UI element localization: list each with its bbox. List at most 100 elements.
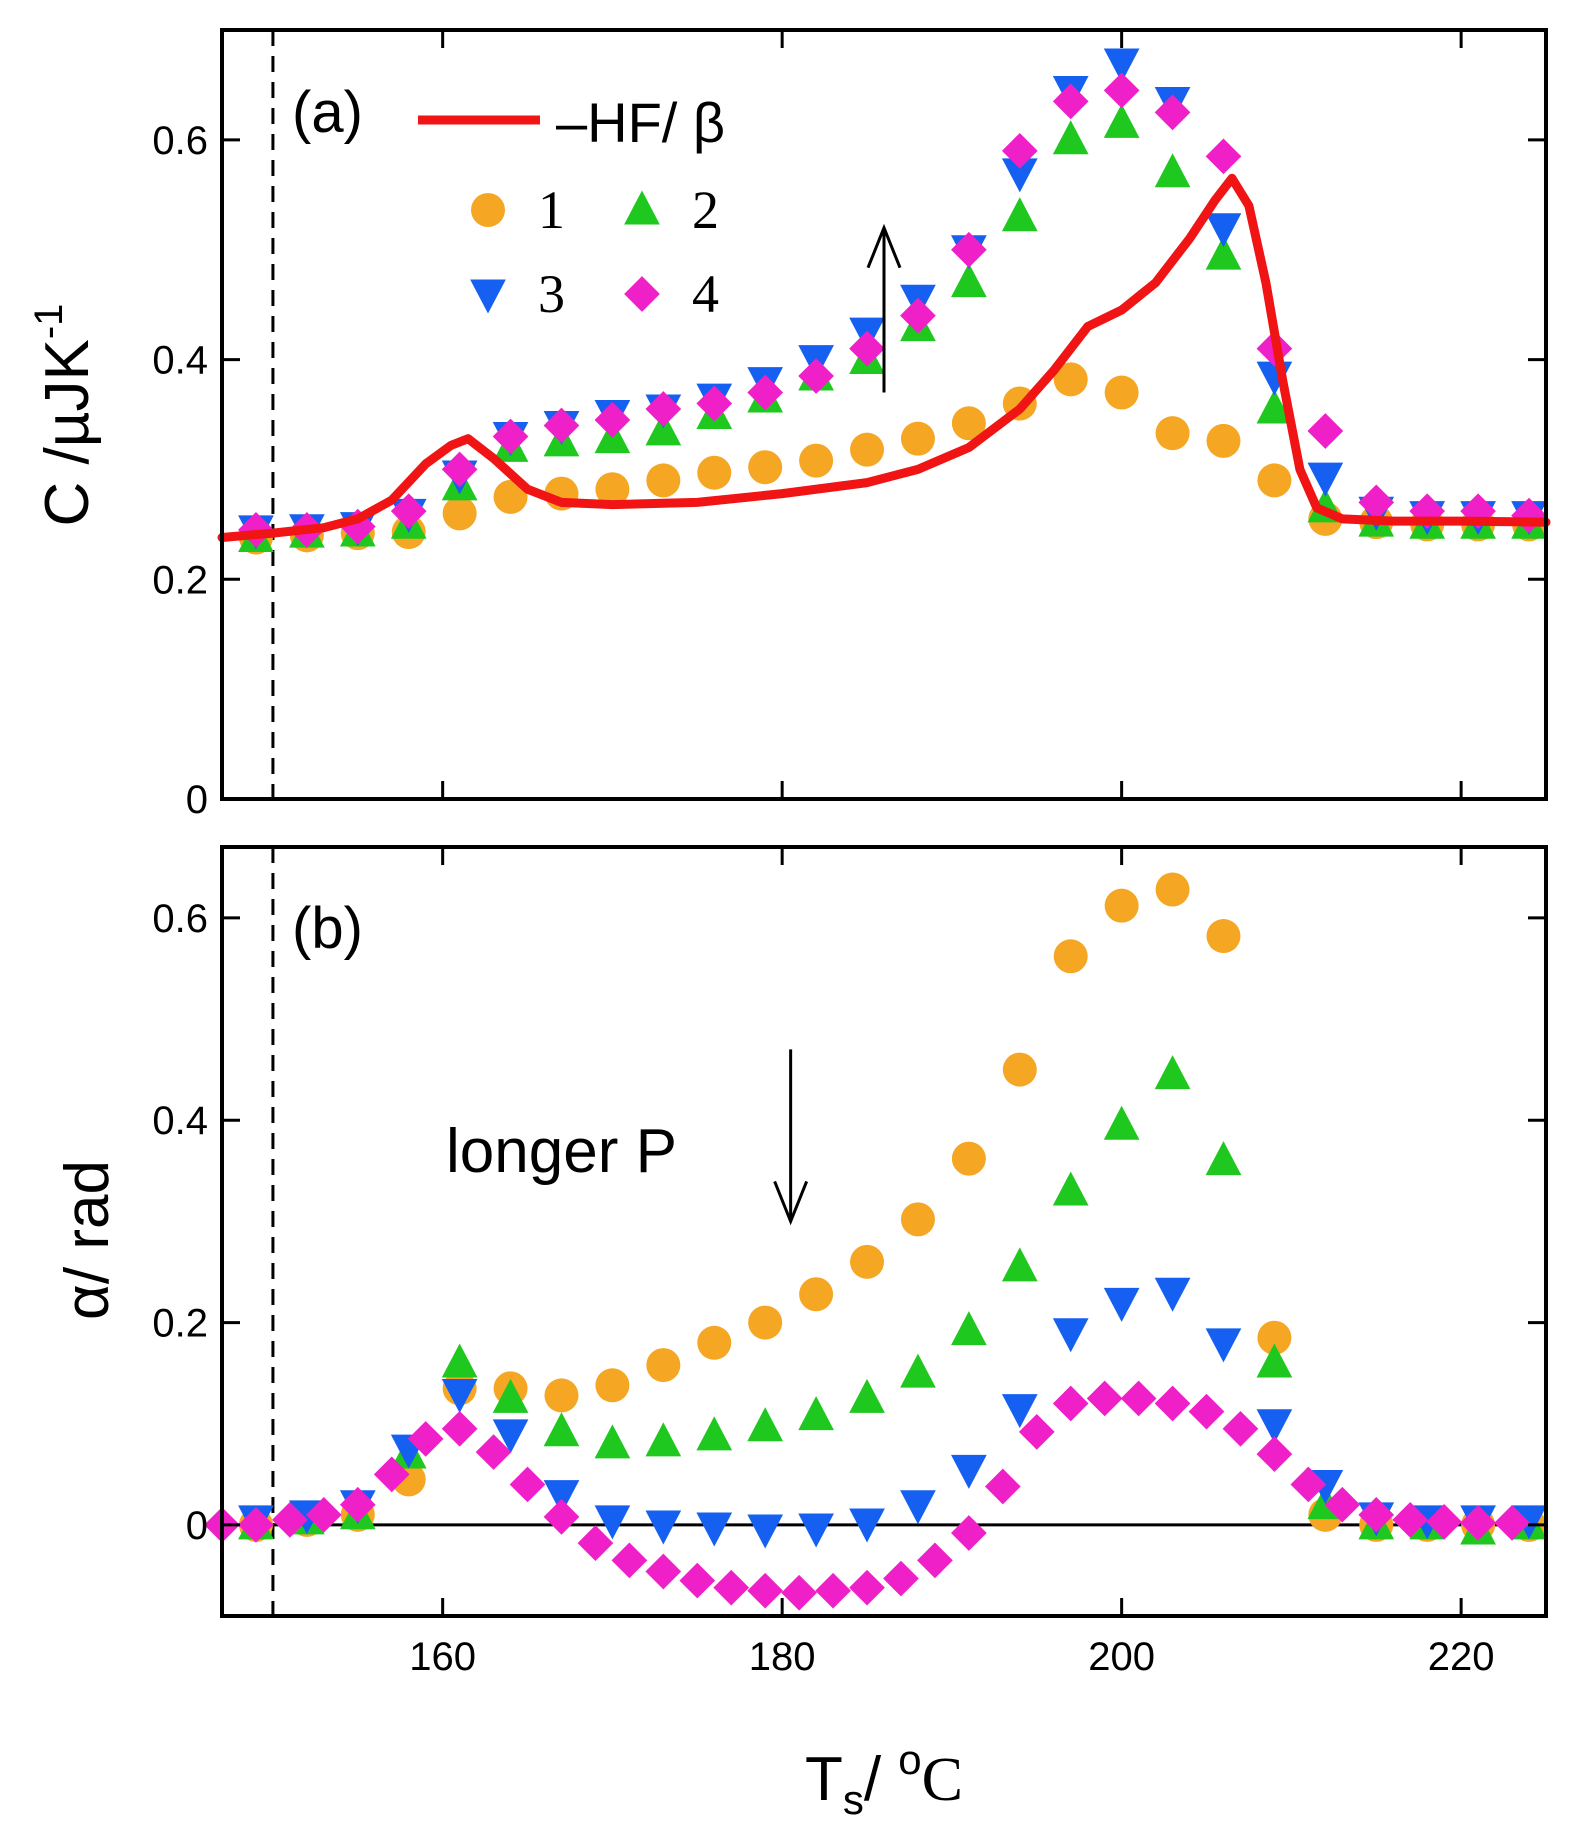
- panel-b-series-1-point: [1104, 888, 1139, 923]
- panel-b-series-4-point: [339, 1486, 376, 1523]
- panel-b: 0 0.2 0.4 0.6 160 180 200 220 (b) longer P α/ r…: [53, 845, 1548, 1823]
- panel-a-arrow-head: [866, 223, 902, 269]
- panel-a-y-tick-label: 0.6: [152, 119, 208, 163]
- panel-b-series-1-point: [1155, 872, 1190, 907]
- panel-b-series-4-point: [373, 1456, 410, 1493]
- panel-a-plot-area: [217, 30, 1551, 799]
- panel-b-series-4-point: [713, 1569, 750, 1606]
- panel-b-series-4-point: [577, 1525, 614, 1561]
- panel-a-series-4-point: [951, 231, 987, 268]
- panel-b-series-1-point: [850, 1244, 885, 1279]
- panel-a-series-4-point: [1154, 94, 1191, 131]
- panel-b-series-4-point: [815, 1572, 851, 1609]
- panel-b-series-2-point: [1103, 1105, 1140, 1140]
- panel-b-series-4-point: [849, 1569, 885, 1606]
- panel-a-series-4-point: [492, 418, 529, 455]
- panel-b-series-4-point: [1358, 1496, 1395, 1533]
- x-tick-label: 180: [749, 1635, 816, 1679]
- panel-b-series-2-point: [1256, 1343, 1293, 1378]
- panel-a-series-2-point: [1256, 389, 1293, 424]
- panel-b-series-4-point: [475, 1434, 512, 1470]
- panel-b-series-1-point: [1206, 919, 1241, 954]
- panel-a-series-4-point: [1103, 72, 1140, 109]
- panel-a-series-2-point: [1103, 103, 1140, 138]
- panel-a-frame: [220, 28, 1548, 801]
- legend-label-3: 3: [538, 264, 565, 324]
- legend-marker-4: [624, 276, 660, 312]
- legend-label-4: 4: [692, 264, 719, 324]
- panel-a: 0 0.2 0.4 0.6 (a) C /µJK-1 –HF/ β 1 2 3 4: [27, 28, 1551, 822]
- panel-b-series-4-point: [747, 1572, 784, 1609]
- panel-b-series-4-point: [543, 1498, 580, 1535]
- panel-b-series-3-point: [1001, 1394, 1038, 1429]
- panel-b-series-1-point: [646, 1348, 681, 1383]
- panel-b-series-4-point: [1426, 1504, 1463, 1540]
- panel-a-series-4-point: [645, 391, 682, 427]
- panel-a-series-3-point: [1001, 158, 1038, 193]
- panel-b-y-tick-label: 0.6: [152, 897, 208, 941]
- panel-b-y-tick-label: 0: [186, 1504, 208, 1548]
- panel-b-series-4-point: [1324, 1486, 1361, 1523]
- panel-a-series-1-point: [697, 455, 732, 490]
- x-tick-label: 220: [1428, 1635, 1495, 1679]
- panel-b-series-3-point: [696, 1512, 733, 1547]
- panel-b-series-2-point: [1052, 1171, 1089, 1206]
- panel-a-series-1-point: [799, 443, 834, 478]
- panel-b-series-4-point: [441, 1410, 478, 1447]
- panel-b-series-2-point: [696, 1416, 733, 1451]
- panel-b-series-3-point: [900, 1490, 936, 1525]
- panel-a-series-4-point: [1358, 484, 1395, 521]
- panel-b-series-2-point: [798, 1396, 834, 1431]
- panel-a-series-2-point: [1205, 235, 1242, 270]
- panel-b-series-2-point: [849, 1378, 885, 1413]
- panel-b-series-4-point: [1392, 1502, 1429, 1538]
- x-tick-label: 200: [1088, 1635, 1155, 1679]
- panel-b-frame: [220, 845, 1548, 1618]
- panel-b-y-tick-label: 0.2: [152, 1302, 208, 1346]
- panel-b-series-4-point: [272, 1502, 308, 1538]
- panel-b-series-4-point: [509, 1466, 546, 1503]
- panel-a-series-4-point: [441, 451, 478, 488]
- panel-a-series-4-point: [1001, 132, 1038, 169]
- legend-marker-3: [470, 279, 506, 314]
- legend-label-2: 2: [692, 180, 719, 240]
- panel-a-series-1-point: [595, 472, 630, 507]
- panel-b-series-4-point: [1290, 1466, 1327, 1503]
- panel-b-series-2-point: [951, 1311, 987, 1346]
- panel-a-series-4-point: [594, 402, 631, 438]
- panel-b-series-2-point: [645, 1422, 682, 1457]
- panel-b-series-4-point: [1154, 1385, 1191, 1422]
- panel-b-series-4-point: [917, 1542, 953, 1579]
- panel-b-series-3-point: [441, 1378, 478, 1413]
- panel-b-series-4-point: [305, 1496, 342, 1533]
- panel-b-series-4-point: [951, 1515, 987, 1551]
- x-tick-label: 160: [409, 1635, 476, 1679]
- panel-b-series-4-point: [1256, 1436, 1293, 1472]
- panel-b-ticks: 0 0.2 0.4 0.6 160 180 200 220: [152, 847, 1546, 1679]
- panel-b-arrow-head: [773, 1180, 809, 1226]
- panel-b-series-2-point: [594, 1424, 631, 1459]
- panel-b-series-2-point: [747, 1407, 784, 1442]
- panel-a-y-axis-label: C /µJK-1: [27, 304, 102, 527]
- legend-marker-1: [471, 193, 505, 227]
- panel-b-plot-area: [204, 847, 1547, 1616]
- panel-b-series-4-point: [407, 1421, 444, 1457]
- panel-a-series-1-point: [493, 479, 528, 514]
- panel-a-series-4-point: [696, 385, 733, 422]
- panel-a-series-4-point: [747, 374, 784, 411]
- panel-b-series-1-point: [951, 1141, 986, 1176]
- panel-b-series-2-point: [492, 1378, 529, 1413]
- panel-a-series-4-point: [849, 330, 885, 367]
- panel-b-series-1-point: [1053, 939, 1088, 974]
- panel-a-series-4-point: [1460, 493, 1496, 530]
- panel-b-series-3-point: [1103, 1287, 1140, 1322]
- panel-a-series-4-point: [238, 512, 274, 548]
- panel-b-series-4-point: [1188, 1393, 1225, 1430]
- panel-a-series-1-point: [1053, 362, 1088, 397]
- x-axis-label: Ts/ oC: [805, 1736, 963, 1823]
- panel-a-series-2-point: [951, 263, 987, 298]
- panel-b-series-4-point: [645, 1553, 682, 1590]
- panel-b-series-3-point: [594, 1505, 631, 1540]
- panel-a-series-4-point: [1511, 497, 1547, 534]
